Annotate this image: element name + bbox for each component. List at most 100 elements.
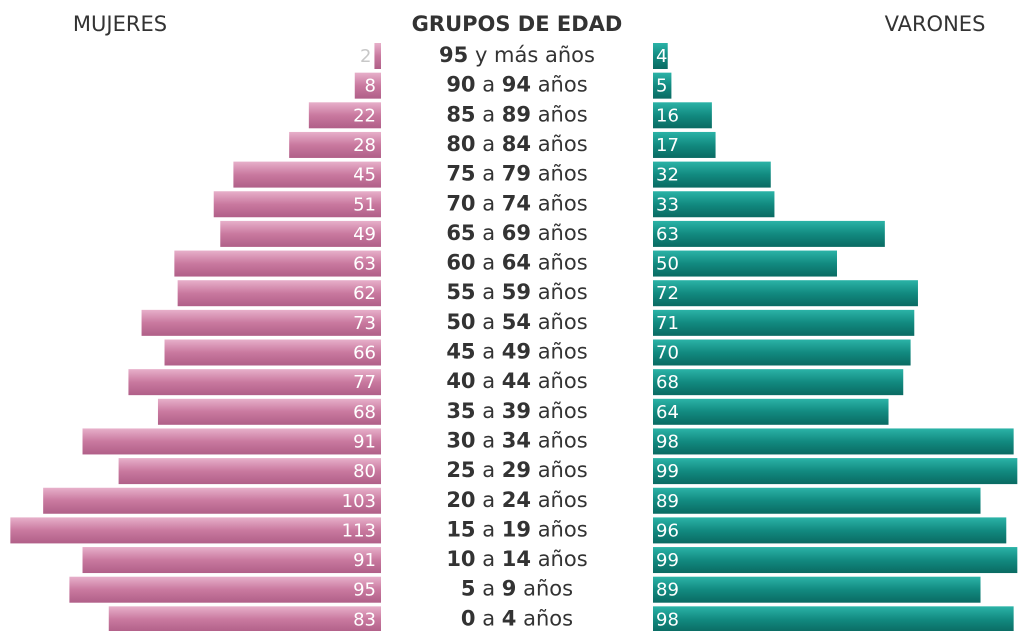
value-label: 8 — [365, 76, 376, 97]
value-label: 68 — [353, 402, 376, 423]
category-label: 50 a 54 años — [446, 310, 587, 334]
bar — [213, 191, 381, 218]
bar — [354, 72, 381, 99]
bar — [118, 458, 381, 485]
value-label: 83 — [353, 609, 376, 630]
bar — [157, 398, 381, 425]
category-label: 0 a 4 años — [461, 606, 573, 630]
value-label: 28 — [353, 135, 376, 156]
category-label: 20 a 24 años — [446, 488, 587, 512]
category-label: 25 a 29 años — [446, 458, 587, 482]
bar — [141, 309, 381, 336]
bar — [69, 576, 382, 603]
bar — [653, 309, 915, 336]
value-label: 71 — [656, 313, 679, 334]
bar — [653, 487, 981, 514]
value-label: 63 — [353, 254, 376, 275]
category-label: 65 a 69 años — [446, 221, 587, 245]
bar — [653, 131, 716, 158]
category-label: 10 a 14 años — [446, 547, 587, 571]
value-label: 73 — [353, 313, 376, 334]
value-label: 113 — [342, 520, 376, 541]
value-label: 51 — [353, 194, 376, 215]
category-label: 60 a 64 años — [446, 251, 587, 275]
value-label: 96 — [656, 520, 679, 541]
value-label: 4 — [656, 46, 667, 67]
value-label: 89 — [656, 580, 679, 601]
value-label: 16 — [656, 105, 679, 126]
category-label: 35 a 39 años — [446, 399, 587, 423]
value-label: 91 — [353, 550, 376, 571]
category-label: 75 a 79 años — [446, 162, 587, 186]
value-label: 80 — [353, 461, 376, 482]
category-label: 95 y más años — [439, 43, 595, 67]
category-label: 70 a 74 años — [446, 191, 587, 215]
bar — [653, 398, 889, 425]
bar — [82, 428, 382, 455]
category-label: 30 a 34 años — [446, 428, 587, 452]
value-label: 62 — [353, 283, 376, 304]
value-label: 95 — [353, 580, 376, 601]
value-label: 17 — [656, 135, 679, 156]
value-label: 68 — [656, 372, 679, 393]
value-label: 45 — [353, 165, 376, 186]
value-label: 32 — [656, 165, 679, 186]
bar — [653, 339, 911, 366]
bar — [653, 517, 1007, 544]
category-label: 90 a 94 años — [446, 73, 587, 97]
category-label: 40 a 44 años — [446, 369, 587, 393]
chart-title: GRUPOS DE EDAD — [412, 12, 623, 36]
value-label: 99 — [656, 461, 679, 482]
legend-left: MUJERES — [73, 12, 167, 36]
bar — [43, 487, 381, 514]
legend-right: VARONES — [885, 12, 986, 36]
bar — [653, 458, 1018, 485]
category-label: 85 a 89 años — [446, 102, 587, 126]
bar — [653, 43, 668, 69]
bar — [164, 339, 381, 366]
bar — [374, 43, 381, 69]
bar — [289, 131, 381, 158]
category-label: 80 a 84 años — [446, 132, 587, 156]
value-label: 33 — [656, 194, 679, 215]
bar — [128, 369, 381, 396]
bar — [308, 102, 381, 129]
value-label: 50 — [656, 254, 679, 275]
value-label: 89 — [656, 491, 679, 512]
value-label: 99 — [656, 550, 679, 571]
bar — [653, 191, 775, 218]
value-label: 2 — [360, 46, 371, 67]
value-label: 98 — [656, 431, 679, 452]
bar — [653, 606, 1014, 631]
category-label: 5 a 9 años — [461, 577, 573, 601]
category-label: 45 a 49 años — [446, 340, 587, 364]
value-label: 91 — [353, 431, 376, 452]
bar — [653, 547, 1018, 574]
bar — [653, 369, 904, 396]
bar — [653, 72, 672, 99]
bar — [653, 102, 712, 129]
value-label: 64 — [656, 402, 679, 423]
value-label: 49 — [353, 224, 376, 245]
bar — [220, 220, 381, 247]
bar — [10, 517, 382, 544]
bar — [653, 220, 885, 247]
value-label: 103 — [342, 491, 376, 512]
category-label: 15 a 19 años — [446, 517, 587, 541]
value-label: 70 — [656, 343, 679, 364]
value-label: 98 — [656, 609, 679, 630]
bar — [233, 161, 381, 188]
bar — [653, 250, 837, 277]
value-label: 72 — [656, 283, 679, 304]
value-label: 77 — [353, 372, 376, 393]
value-label: 63 — [656, 224, 679, 245]
bar — [653, 161, 771, 188]
bar — [653, 428, 1014, 455]
bar — [653, 280, 918, 307]
value-label: 22 — [353, 105, 376, 126]
bar — [108, 606, 381, 631]
category-label: 55 a 59 años — [446, 280, 587, 304]
bar — [177, 280, 381, 307]
